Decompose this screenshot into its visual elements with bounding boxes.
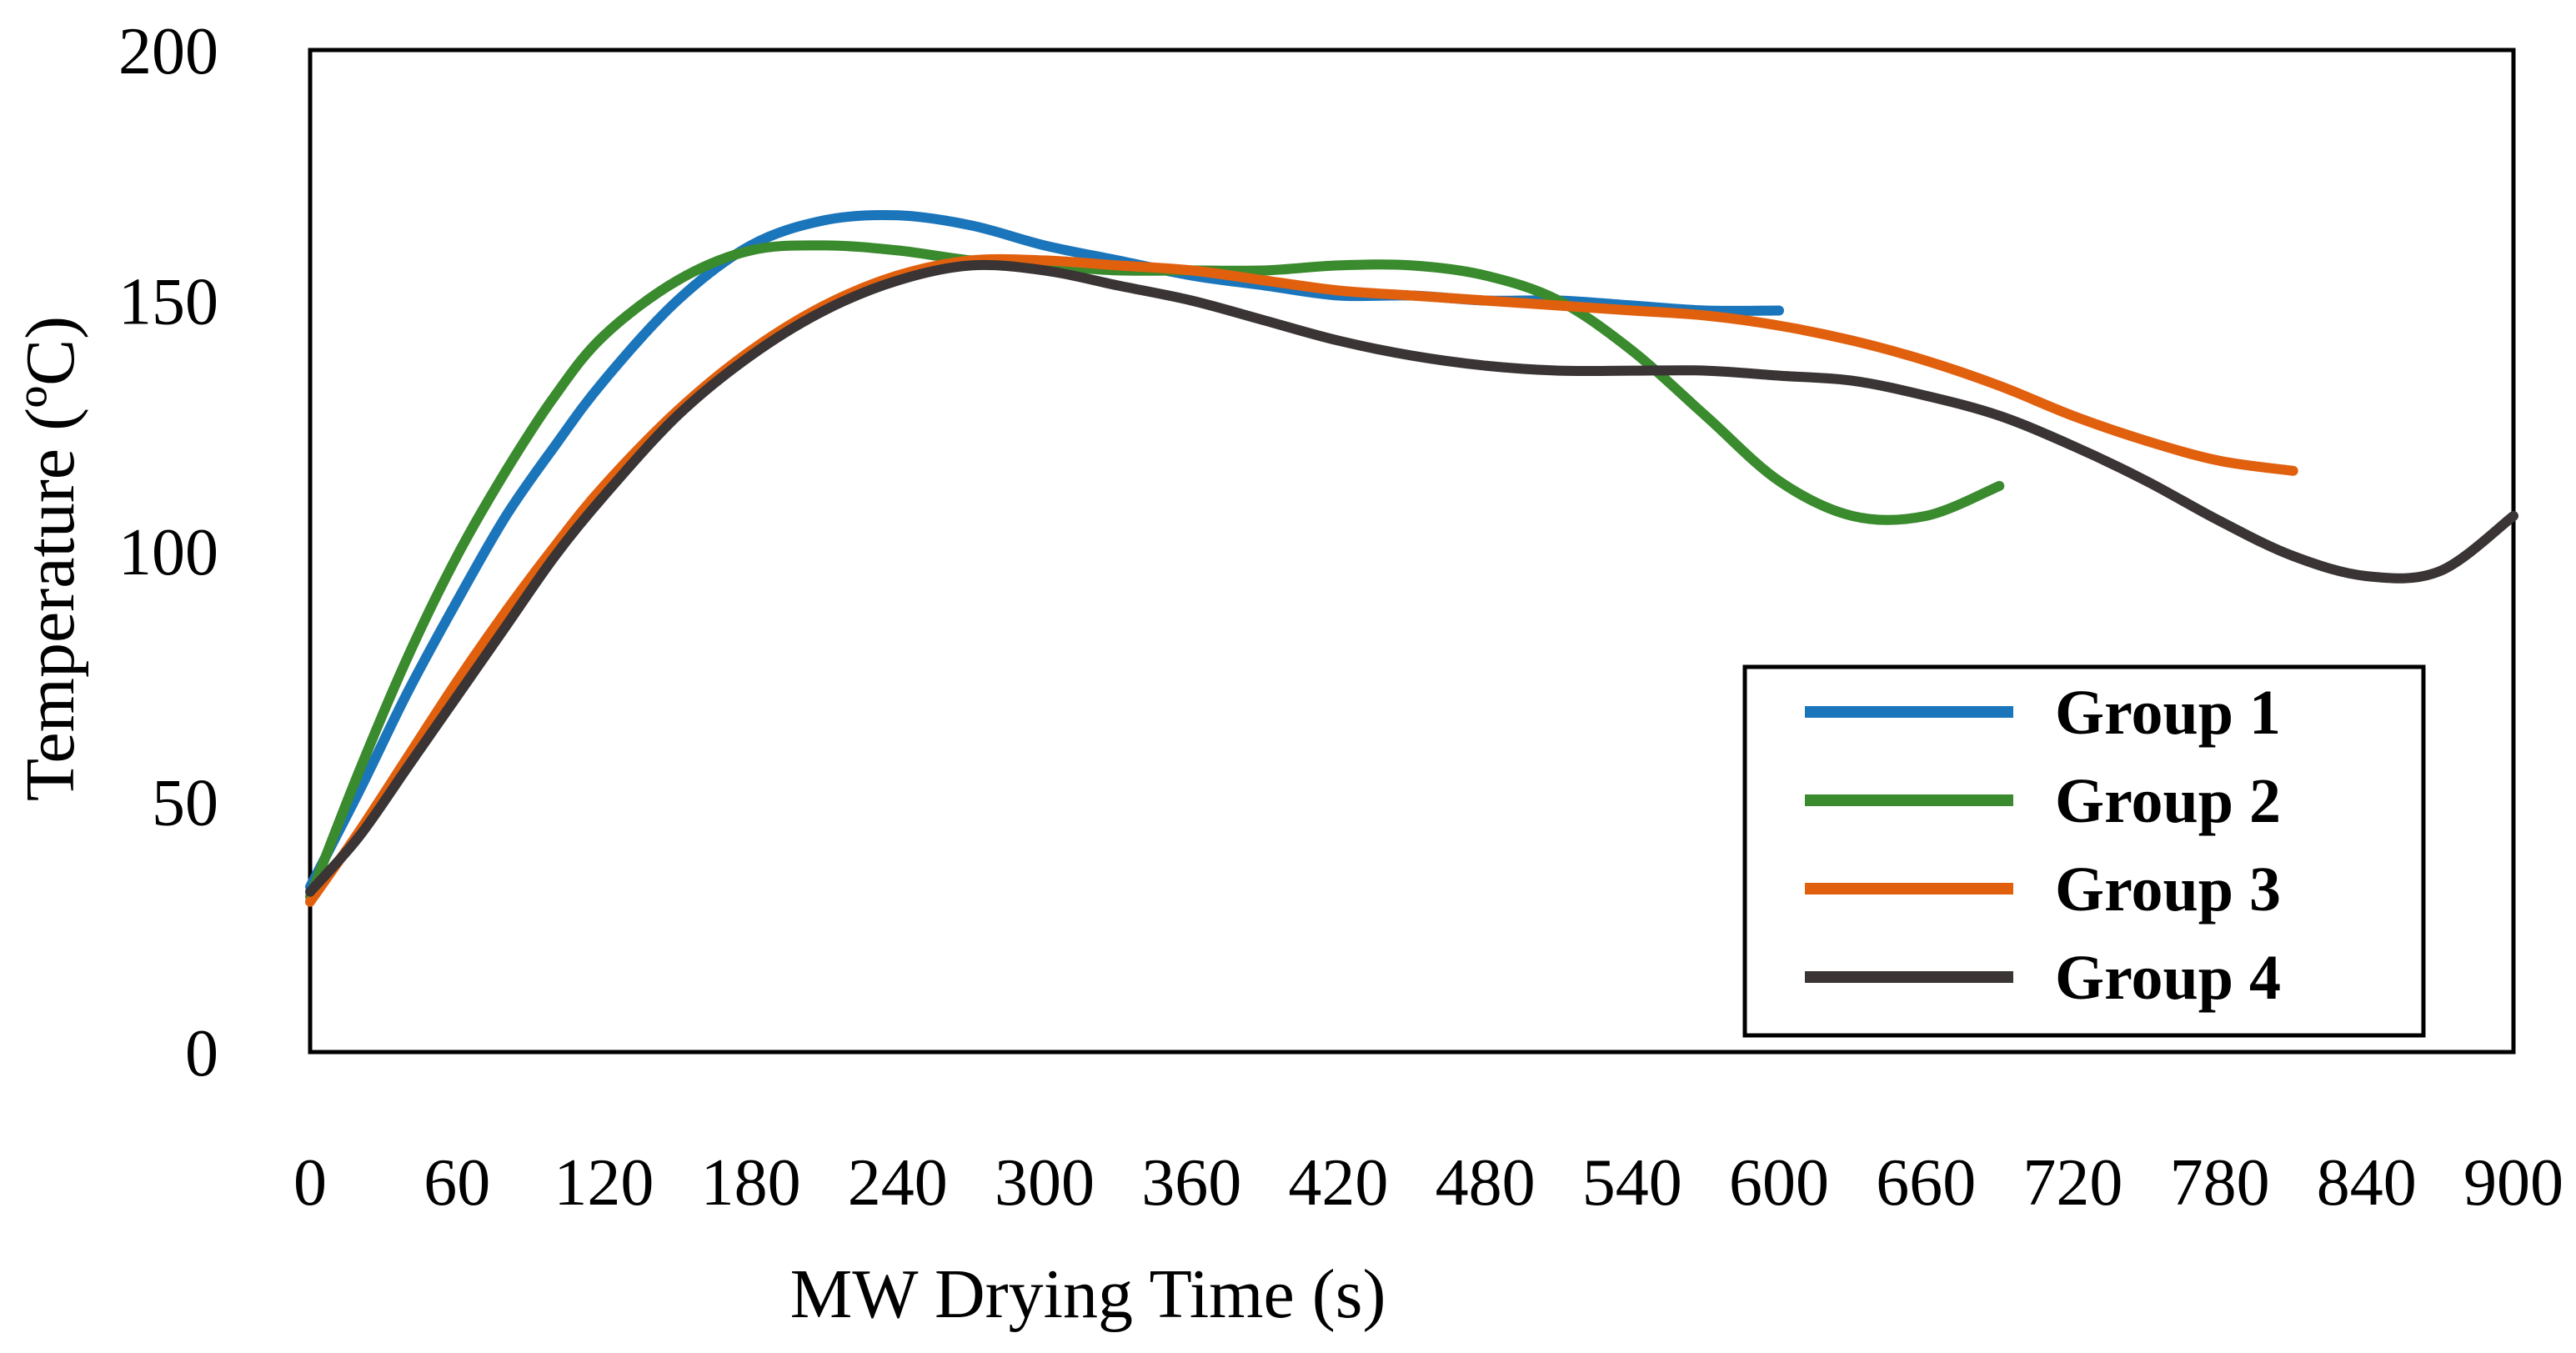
x-tick-label: 540 xyxy=(1582,1146,1682,1220)
series-line-group-1 xyxy=(305,209,1784,892)
x-tick-label: 60 xyxy=(423,1146,490,1220)
x-tick-label: 480 xyxy=(1436,1146,1536,1220)
y-tick-label: 0 xyxy=(185,1017,218,1090)
x-tick-label: 120 xyxy=(554,1146,654,1220)
series-line-group-2 xyxy=(305,240,2005,902)
series-line-group-3 xyxy=(305,253,2298,907)
y-tick-label: 50 xyxy=(152,767,218,840)
legend-label-group-3: Group 3 xyxy=(2055,854,2281,925)
x-tick-label: 0 xyxy=(293,1146,327,1220)
x-tick-label: 780 xyxy=(2170,1146,2270,1220)
x-tick-label: 900 xyxy=(2463,1146,2563,1220)
x-tick-label: 720 xyxy=(2022,1146,2122,1220)
x-tick-label: 180 xyxy=(701,1146,801,1220)
y-tick-label: 150 xyxy=(118,266,218,339)
x-axis-title: MW Drying Time (s) xyxy=(790,1255,1386,1333)
x-tick-label: 240 xyxy=(848,1146,948,1220)
x-tick-label: 600 xyxy=(1729,1146,1829,1220)
x-tick-label: 420 xyxy=(1288,1146,1388,1220)
legend-label-group-1: Group 1 xyxy=(2055,678,2281,748)
series-line-group-4 xyxy=(305,259,2518,897)
y-tick-label: 100 xyxy=(118,516,218,589)
plot-area-frame xyxy=(308,48,2516,1055)
x-tick-label: 840 xyxy=(2317,1146,2417,1220)
legend-label-group-4: Group 4 xyxy=(2055,943,2281,1013)
x-tick-label: 660 xyxy=(1876,1146,1976,1220)
x-tick-label: 360 xyxy=(1141,1146,1241,1220)
y-tick-label: 200 xyxy=(118,15,218,88)
y-axis-title: Temperature (ºC) xyxy=(12,316,89,801)
x-tick-label: 300 xyxy=(995,1146,1095,1220)
legend-label-group-2: Group 2 xyxy=(2055,766,2281,836)
